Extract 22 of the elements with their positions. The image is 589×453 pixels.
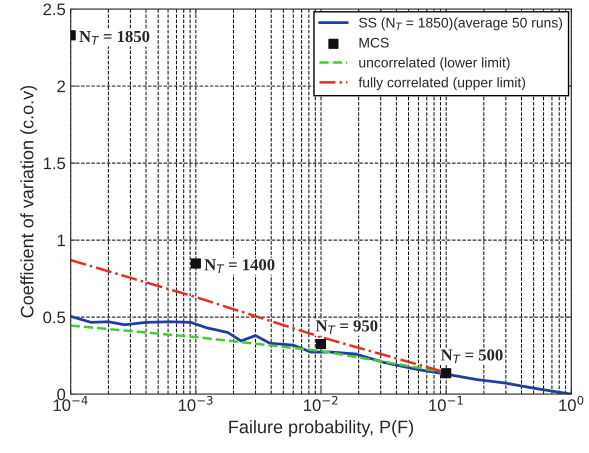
- x-tick-label: 10$^{−1}$: [429, 396, 463, 412]
- annotation: N$_{T}$ = 1400: [204, 259, 274, 273]
- y-tick-label: 2: [57, 80, 65, 92]
- x-tick-label: 10$^{0}$: [559, 396, 584, 412]
- point: [316, 338, 326, 350]
- x-tick-label: 10$^{−3}$: [178, 396, 213, 412]
- annotation: N$_{T}$ = 500: [440, 349, 503, 364]
- x-axis-title: Failure probability, P(F): [229, 420, 414, 437]
- y-tick-label: 1.5: [44, 158, 66, 170]
- x-tick-label: 10$^{−2}$: [304, 396, 338, 412]
- y-axis-title: Coefficient of variation (c.o.v): [20, 86, 38, 318]
- point: [441, 368, 452, 378]
- point: [190, 258, 201, 269]
- legend-label: MCS: [360, 38, 389, 48]
- y-tick-label: 2.5: [43, 3, 66, 16]
- legend-label: SS (N$_{T}$ = 1850)(average 50 runs): [359, 17, 562, 30]
- legend-label: uncorrelated (lower limit): [359, 57, 510, 70]
- y-tick-label: 1: [58, 234, 66, 246]
- annotation: N$_{T}$ = 950: [316, 320, 378, 334]
- legend-label: fully correlated (upper limit): [358, 77, 526, 90]
- annotation: N$_{T}$ = 1850: [79, 30, 150, 45]
- y-tick-label: 0.5: [43, 312, 66, 324]
